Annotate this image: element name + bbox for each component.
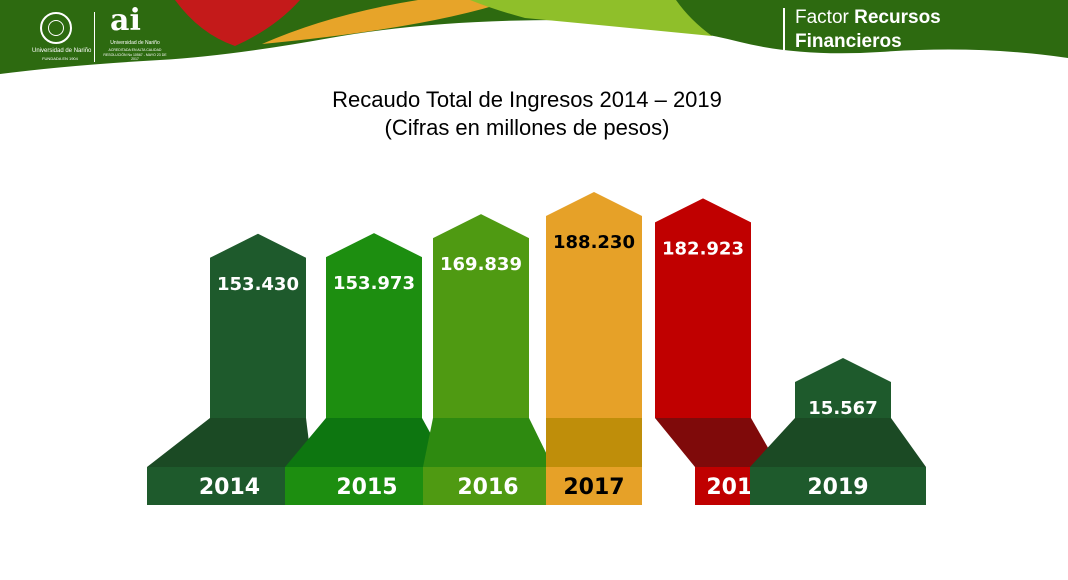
university-subtitle: FUNDADA EN 1904 (42, 56, 78, 61)
university-name: Universidad de Nariño (32, 48, 92, 54)
bar-2017 (546, 192, 642, 418)
bar-base-2016 (423, 418, 553, 467)
value-label: 188.230 (553, 232, 635, 253)
chart-title-block: Recaudo Total de Ingresos 2014 – 2019 (C… (0, 86, 1054, 142)
header-wave-orange (262, 0, 512, 44)
ai-logo-caption-1: ACREDITADA EN ALTA CALIDAD (108, 48, 162, 52)
chart-title: Recaudo Total de Ingresos 2014 – 2019 (332, 87, 722, 112)
bar-base-2014 (147, 418, 312, 467)
bar-base-2019 (750, 418, 926, 467)
category-plate-2019 (750, 467, 926, 505)
category-plate-2015 (285, 467, 449, 505)
value-label: 15.567 (808, 398, 877, 419)
chart-subtitle: (Cifras en millones de pesos) (384, 115, 670, 140)
bar-2018 (655, 198, 751, 418)
value-label: 182.923 (662, 238, 744, 259)
bar-2019 (795, 358, 891, 418)
ai-logo-caption-2: RESOLUCIÓN No 10567 - MAYO 23 DE 2017 (103, 53, 167, 61)
ai-logo-mark: ai (110, 3, 141, 38)
header-banner (0, 0, 1068, 74)
bar-base-2017 (546, 418, 642, 467)
university-seal-icon (40, 12, 72, 44)
category-label: 2015 (336, 475, 397, 500)
factor-divider (783, 8, 785, 50)
factor-prefix: Factor (795, 7, 849, 28)
category-label: 2017 (563, 475, 624, 500)
logo-divider (94, 12, 95, 62)
value-label: 169.839 (440, 254, 522, 275)
category-plate-2014 (147, 467, 312, 505)
bar-2015 (326, 233, 422, 418)
factor-bold-1: Recursos (854, 7, 941, 28)
header-wave-lime (470, 0, 712, 36)
category-plate-2016 (423, 467, 553, 505)
university-logo: Universidad de Nariño FUNDADA EN 1904 ai… (32, 6, 172, 64)
category-label: 2014 (199, 475, 260, 500)
value-label: 153.973 (333, 273, 415, 294)
value-label: 153.430 (217, 274, 299, 295)
category-label: 2019 (807, 475, 868, 500)
bar-base-2015 (285, 418, 449, 467)
ai-logo-subtitle: Universidad de Nariño (110, 40, 160, 46)
factor-heading: Factor Recursos Financieros (795, 6, 941, 54)
header-wave-red (175, 0, 300, 46)
category-label: 2016 (457, 475, 518, 500)
category-plate-2017 (546, 467, 642, 505)
factor-bold-2: Financieros (795, 31, 902, 52)
bar-base-2018 (655, 418, 779, 467)
bar-2014 (210, 233, 306, 418)
bar-2016 (433, 214, 529, 418)
